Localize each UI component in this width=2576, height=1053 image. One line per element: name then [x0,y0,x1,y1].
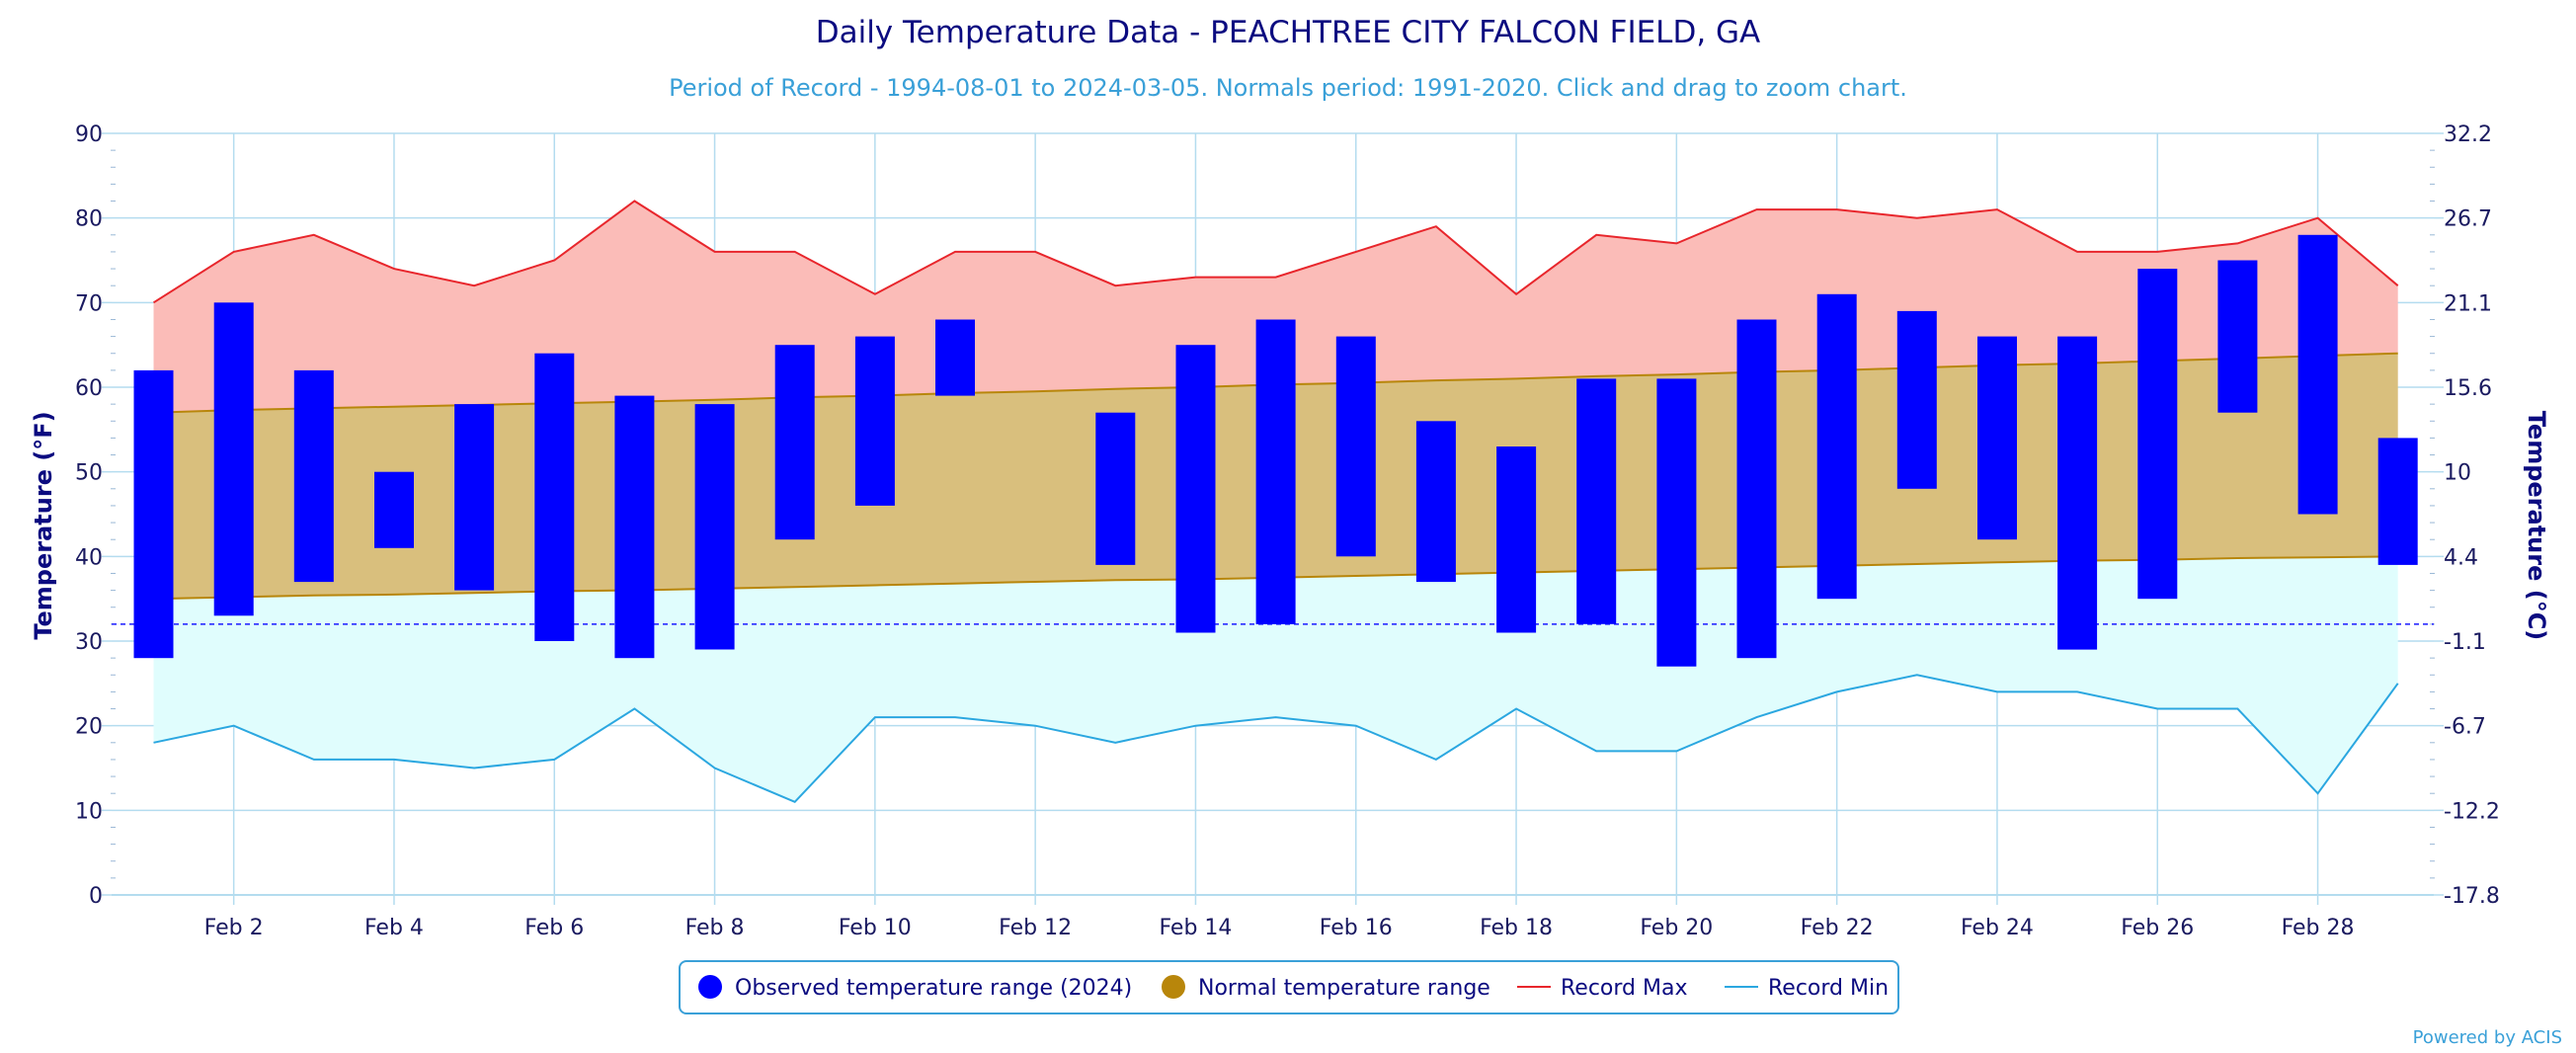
y-tick-label-right: 26.7 [2444,207,2492,232]
x-tick-label: Feb 12 [999,916,1072,940]
observed-bar [854,336,895,506]
observed-bar [133,369,174,659]
observed-bar [454,404,495,591]
record-min-line [153,674,2399,803]
axes: 0 -17.8 10 -12.2 20 -6.7 30 -1.1 40 4.4 50 10 60 15.6… [75,122,2500,940]
y-tick-label-right: -12.2 [2444,799,2500,824]
observed-bar [2217,260,2258,413]
observed-bar [1576,378,1617,624]
y-tick-label-right: 10 [2444,461,2471,486]
x-tick-label: Feb 16 [1320,916,1393,940]
y-tick-label-right: 15.6 [2444,376,2492,401]
x-tick-label: Feb 14 [1159,916,1232,940]
y-axis-title-left: Temperature (°F) [30,411,57,639]
y-tick-label-left: 90 [75,122,103,147]
y-tick-label-right: -17.8 [2444,884,2500,909]
observed-bar [1496,446,1537,633]
x-tick-label: Feb 26 [2121,916,2194,940]
observed-bar [1255,319,1296,624]
observed-bar [1816,293,1857,600]
observed-bar [1415,421,1456,583]
observed-bar [1896,310,1937,489]
x-tick-label: Feb 10 [839,916,912,940]
y-tick-label-right: 32.2 [2444,122,2492,147]
observed-bar [1335,336,1376,557]
y-tick-label-left: 40 [75,545,103,570]
legend-record-max-label[interactable]: Record Max [1561,976,1688,1001]
x-tick-label: Feb 6 [524,916,584,940]
observed-bar [374,471,414,548]
observed-bar [2057,336,2098,650]
observed-bar [935,319,975,396]
record-max-line [152,200,2399,304]
observed-bar [694,404,735,650]
y-tick-label-left: 10 [75,799,103,824]
observed-bar [534,353,575,641]
legend-normal-label[interactable]: Normal temperature range [1198,976,1490,1001]
legend-box [679,960,1899,1014]
legend-observed-label[interactable]: Observed temperature range (2024) [735,976,1132,1001]
observed-bar [1656,378,1697,667]
y-tick-label-right: -1.1 [2444,630,2486,655]
legend[interactable]: Observed temperature range (2024) Normal… [679,960,1899,1014]
x-tick-label: Feb 28 [2282,916,2355,940]
x-tick-label: Feb 2 [204,916,264,940]
x-tick-label: Feb 20 [1640,916,1713,940]
credits-link[interactable]: Powered by ACIS [2413,1027,2562,1048]
observed-bar [2137,269,2178,600]
y-tick-label-right: 4.4 [2444,545,2478,570]
observed-bar [1175,345,1216,633]
observed-bar [293,369,334,583]
y-tick-label-left: 0 [89,884,103,909]
y-tick-label-left: 50 [75,461,103,486]
x-tick-label: Feb 22 [1801,916,1874,940]
chart-subtitle: Period of Record - 1994-08-01 to 2024-03… [669,74,1907,102]
y-tick-label-right: 21.1 [2444,291,2492,316]
x-tick-label: Feb 24 [1961,916,2034,940]
observed-bar [213,302,254,616]
y-tick-label-left: 30 [75,630,103,655]
y-tick-label-right: -6.7 [2444,715,2486,740]
observed-bar [2297,234,2338,515]
legend-observed-icon [698,975,722,999]
y-axis-title-right: Temperature (°C) [2523,411,2550,641]
x-tick-label: Feb 18 [1480,916,1553,940]
observed-bar [614,395,655,659]
observed-bar [1736,319,1777,659]
legend-normal-icon [1162,975,1185,999]
observed-bar [1977,336,2017,540]
y-tick-label-left: 70 [75,291,103,316]
observed-bar [2377,438,2418,565]
y-tick-label-left: 60 [75,376,103,401]
y-tick-label-left: 80 [75,207,103,232]
observed-bar [774,345,815,540]
chart-title: Daily Temperature Data - PEACHTREE CITY … [816,15,1761,50]
legend-record-min-label[interactable]: Record Min [1768,976,1889,1001]
observed-bars [133,234,2418,667]
x-tick-label: Feb 4 [364,916,424,940]
y-tick-label-left: 20 [75,715,103,740]
x-tick-label: Feb 8 [685,916,745,940]
observed-bar [1095,412,1136,565]
